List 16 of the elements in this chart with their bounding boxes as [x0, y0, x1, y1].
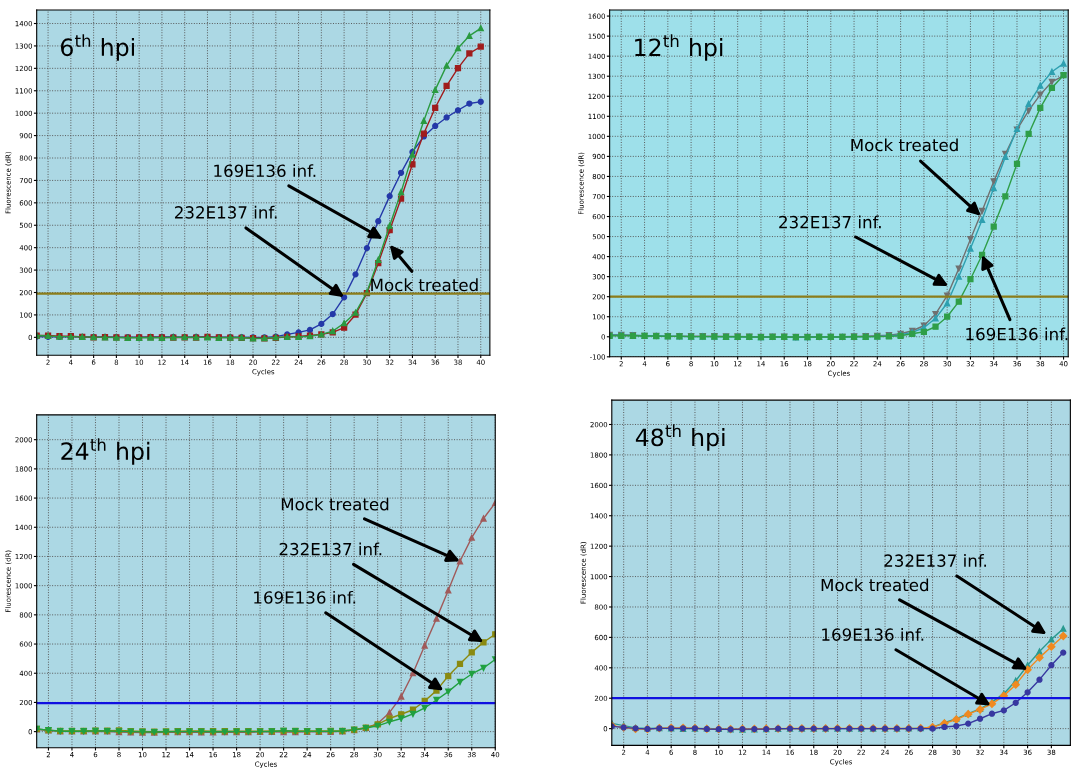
annotation: 232E137 inf. — [279, 542, 382, 556]
annotation: 232E137 inf. — [174, 205, 277, 219]
annotation: Mock treated — [371, 278, 478, 292]
annotation: 169E136 inf. — [966, 327, 1068, 341]
annotation: 169E136 inf. — [822, 628, 924, 641]
annotation: Mock treated — [821, 578, 929, 592]
text: 24$^{th}$ hpi — [61, 438, 150, 465]
text: 12$^{th}$ hpi — [635, 34, 723, 61]
annotation: 232E137 inf. — [884, 554, 986, 567]
annotation: Mock treated — [281, 497, 389, 511]
annotation: 232E137 inf. — [779, 215, 881, 229]
annotation: 169E136 inf. — [254, 590, 356, 604]
annotation: 169E136 inf. — [214, 164, 316, 178]
text: 48$^{th}$ hpi — [635, 424, 725, 451]
text: 6$^{th}$ hpi — [60, 34, 134, 61]
annotation: Mock treated — [851, 138, 958, 152]
